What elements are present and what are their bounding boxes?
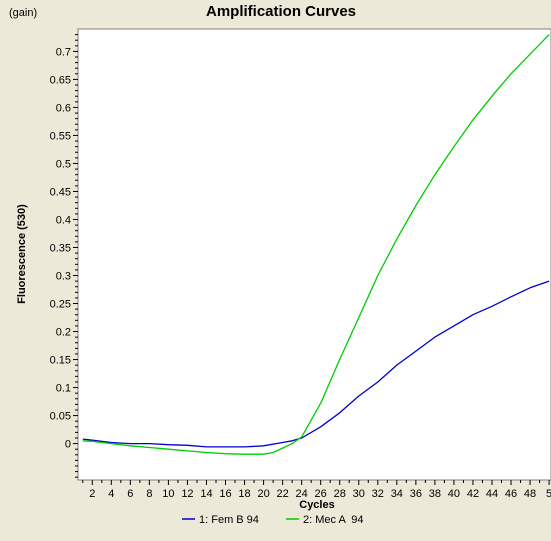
legend-label-femb: 1: Fem B 94 bbox=[199, 514, 259, 526]
x-tick-label: 32 bbox=[372, 488, 384, 500]
x-tick-label: 34 bbox=[391, 488, 403, 500]
y-tick-label: 0 bbox=[65, 439, 71, 451]
x-tick-label: 8 bbox=[146, 488, 152, 500]
y-tick-label: 0.4 bbox=[56, 214, 71, 226]
x-tick-label: 30 bbox=[353, 488, 365, 500]
y-axis-title: Fluorescence (530) bbox=[16, 204, 28, 304]
y-tick-label: 0.2 bbox=[56, 327, 71, 339]
y-axis: 0 0.05 0.1 0.15 0.2 0.25 0.3 0.35 0.4 0.45 0.5 0.55… bbox=[50, 34, 78, 478]
x-axis-title: Cycles bbox=[299, 499, 334, 511]
y-tick-label: 0.35 bbox=[50, 242, 71, 254]
y-tick-label: 0.3 bbox=[56, 271, 71, 283]
x-tick-label: 14 bbox=[200, 488, 212, 500]
window-partial-title: (gain) bbox=[9, 7, 37, 19]
y-tick-label: 0.6 bbox=[56, 102, 71, 114]
y-tick-label: 0.55 bbox=[50, 130, 71, 142]
legend-label-meca: 2: Mec A 94 bbox=[303, 514, 364, 526]
x-tick-label: 2 bbox=[89, 488, 95, 500]
legend: 1: Fem B 94 2: Mec A 94 bbox=[182, 514, 364, 526]
x-tick-label: 12 bbox=[181, 488, 193, 500]
x-tick-label: 28 bbox=[334, 488, 346, 500]
x-tick-label: 20 bbox=[257, 488, 269, 500]
legend-item-meca: 2: Mec A 94 bbox=[286, 514, 364, 526]
x-tick-label: 18 bbox=[238, 488, 250, 500]
x-tick-label: 4 bbox=[108, 488, 114, 500]
y-tick-label: 0.25 bbox=[50, 299, 71, 311]
series-layer bbox=[82, 34, 550, 455]
x-tick-label: 42 bbox=[467, 488, 479, 500]
x-tick-label: 40 bbox=[448, 488, 460, 500]
x-tick-label: 46 bbox=[505, 488, 517, 500]
y-tick-label: 0.15 bbox=[50, 355, 71, 367]
y-tick-label: 0.7 bbox=[56, 46, 71, 58]
x-tick-label: 48 bbox=[524, 488, 536, 500]
legend-item-femb: 1: Fem B 94 bbox=[182, 514, 259, 526]
x-tick-label: 22 bbox=[276, 488, 288, 500]
series-line-1 bbox=[82, 34, 550, 455]
x-tick-label: 36 bbox=[410, 488, 422, 500]
x-tick-label: 38 bbox=[429, 488, 441, 500]
x-axis: 2 4 6 8 10 12 14 16 18 20 22 24 26 28 30 32 34 36 38 40 42 44… bbox=[82, 480, 551, 500]
x-tick-label: 24 bbox=[296, 488, 308, 500]
y-tick-label: 0.45 bbox=[50, 186, 71, 198]
x-tick-label: 26 bbox=[315, 488, 327, 500]
x-tick-label: 5 bbox=[546, 488, 551, 500]
x-tick-label: 44 bbox=[486, 488, 498, 500]
x-tick-label: 10 bbox=[162, 488, 174, 500]
x-tick-label: 6 bbox=[127, 488, 133, 500]
y-tick-label: 0.65 bbox=[50, 74, 71, 86]
series-line-0 bbox=[82, 280, 550, 448]
chart-title: Amplification Curves bbox=[206, 3, 356, 20]
y-tick-label: 0.1 bbox=[56, 383, 71, 395]
x-tick-label: 16 bbox=[219, 488, 231, 500]
plot-area bbox=[77, 28, 551, 481]
y-tick-label: 0.05 bbox=[50, 411, 71, 423]
y-tick-label: 0.5 bbox=[56, 158, 71, 170]
